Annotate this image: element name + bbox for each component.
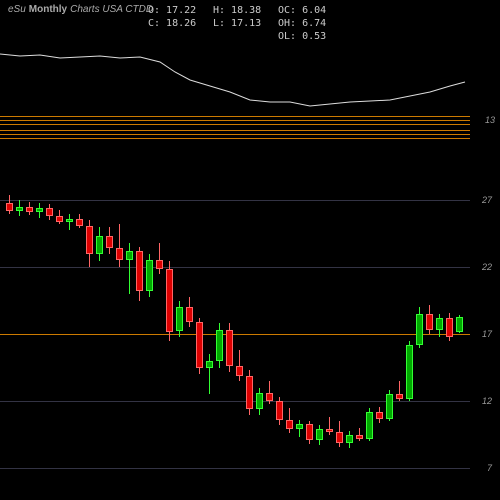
- price-axis-label: 17: [482, 329, 492, 339]
- ohlc-oc: OC: 6.04: [278, 4, 343, 17]
- candlestick: [326, 417, 333, 434]
- candlestick: [356, 428, 363, 441]
- price-axis-label: 27: [482, 195, 492, 205]
- price-gridline: [0, 334, 470, 335]
- candlestick: [396, 381, 403, 401]
- candlestick: [166, 261, 173, 341]
- chart-header: eSu Monthly Charts USA CTDD O: 17.22 H: …: [8, 4, 492, 44]
- ohlc-c: C: 18.26: [148, 17, 213, 30]
- indicator-line: [0, 44, 470, 144]
- candlestick: [46, 204, 53, 220]
- candlestick: [206, 354, 213, 394]
- indicator-band: [0, 124, 470, 125]
- ohlc-l: L: 17.13: [213, 17, 278, 30]
- candlestick: [316, 425, 323, 445]
- candlestick: [136, 247, 143, 301]
- candlestick: [446, 313, 453, 341]
- candlestick: [26, 202, 33, 215]
- candlestick: [96, 227, 103, 261]
- candlestick: [126, 243, 133, 294]
- candlestick: [226, 323, 233, 371]
- chart-title: eSu Monthly Charts USA CTDD: [8, 4, 153, 15]
- price-axis-label: 7: [487, 463, 492, 473]
- candlestick: [186, 297, 193, 328]
- indicator-panel: 13: [0, 44, 470, 144]
- indicator-axis-label: 13: [485, 115, 495, 125]
- price-panel: 712172227: [0, 160, 470, 495]
- ohlc-o: O: 17.22: [148, 4, 213, 17]
- candlestick: [346, 431, 353, 448]
- price-gridline: [0, 401, 470, 402]
- title-bold: Monthly: [29, 4, 67, 15]
- candlestick: [6, 195, 13, 214]
- candlestick: [86, 220, 93, 267]
- candlestick: [286, 408, 293, 433]
- ohlc-oh: OH: 6.74: [278, 17, 343, 30]
- candlestick: [436, 314, 443, 337]
- candlestick: [456, 315, 463, 332]
- candlestick: [156, 243, 163, 274]
- candlestick: [426, 305, 433, 334]
- candlestick: [386, 390, 393, 421]
- indicator-band: [0, 134, 470, 135]
- candlestick: [66, 214, 73, 230]
- indicator-band: [0, 130, 470, 131]
- candlestick: [176, 301, 183, 337]
- candlestick: [296, 420, 303, 437]
- candlestick: [196, 318, 203, 374]
- candlestick: [376, 407, 383, 423]
- candlestick: [416, 307, 423, 347]
- candlestick: [146, 254, 153, 297]
- candlestick: [16, 200, 23, 216]
- candlestick: [216, 323, 223, 367]
- ohlc-ol: OL: 0.53: [278, 30, 343, 43]
- price-axis-label: 22: [482, 262, 492, 272]
- candlestick: [236, 350, 243, 381]
- candlestick: [266, 381, 273, 404]
- candlestick: [336, 421, 343, 446]
- price-gridline: [0, 468, 470, 469]
- candlestick: [36, 203, 43, 218]
- candlestick: [306, 421, 313, 444]
- candlestick: [56, 210, 63, 225]
- candlestick: [116, 224, 123, 267]
- title-suffix: Charts USA CTDD: [70, 4, 153, 15]
- indicator-band: [0, 138, 470, 139]
- indicator-band: [0, 116, 470, 117]
- price-gridline: [0, 200, 470, 201]
- candlestick: [256, 388, 263, 415]
- candlestick: [366, 408, 373, 442]
- candlestick: [406, 341, 413, 401]
- candlestick: [276, 397, 283, 425]
- candlestick: [246, 370, 253, 414]
- indicator-band: [0, 120, 470, 121]
- candlestick: [106, 227, 113, 254]
- candlestick: [76, 214, 83, 229]
- title-prefix: eSu: [8, 4, 26, 15]
- price-axis-label: 12: [482, 396, 492, 406]
- ohlc-readout: O: 17.22 H: 18.38 OC: 6.04 C: 18.26 L: 1…: [148, 4, 343, 43]
- price-gridline: [0, 267, 470, 268]
- ohlc-h: H: 18.38: [213, 4, 278, 17]
